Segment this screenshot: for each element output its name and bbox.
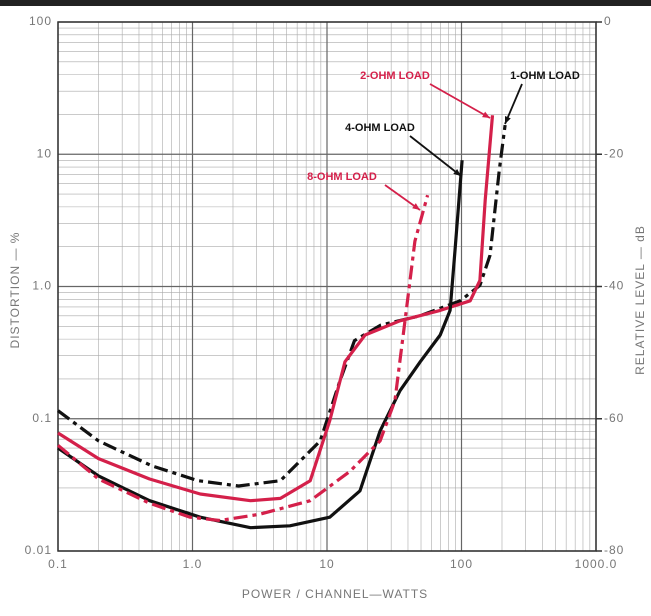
y2-axis-label: RELATIVE LEVEL — dB: [633, 225, 647, 375]
y2-tick-label: -80: [604, 543, 624, 557]
arrow-head: [412, 203, 420, 210]
series-line: [57, 160, 464, 530]
leader-line: [429, 83, 491, 119]
series-line: [57, 124, 507, 488]
series-label: 8-OHM LOAD: [307, 171, 377, 183]
x-axis-label: POWER / CHANNEL—WATTS: [242, 587, 428, 601]
y-tick-label: 1.0: [32, 279, 52, 293]
plot-frame: [57, 21, 597, 552]
y2-tick-label: 0: [604, 14, 612, 28]
y-tick-label: 0.1: [32, 411, 52, 425]
y-tick-label: 10: [37, 146, 52, 160]
x-tick-label: 1000.0: [575, 557, 618, 571]
x-tick-label: 100: [450, 557, 473, 571]
x-tick-label: 10: [319, 557, 334, 571]
series-line: [57, 115, 495, 503]
arrow-head: [453, 169, 461, 176]
y-tick-label: 100: [29, 14, 52, 28]
series-label: 4-OHM LOAD: [345, 122, 415, 134]
arrow-head: [482, 111, 490, 118]
y-tick-label: 0.01: [25, 543, 52, 557]
series-label: 2-OHM LOAD: [360, 70, 430, 82]
x-tick-label: 0.1: [48, 557, 68, 571]
leader-line: [409, 135, 462, 177]
y2-tick-label: -40: [604, 279, 624, 293]
series-label: 1-OHM LOAD: [510, 70, 580, 82]
y2-tick-label: -60: [604, 411, 624, 425]
arrow-head: [505, 116, 511, 124]
y-axis-label: DISTORTION — %: [8, 232, 22, 349]
y2-tick-label: -20: [604, 146, 624, 160]
series-line: [56, 194, 430, 523]
x-tick-label: 1.0: [183, 557, 203, 571]
top-border: [0, 0, 651, 6]
